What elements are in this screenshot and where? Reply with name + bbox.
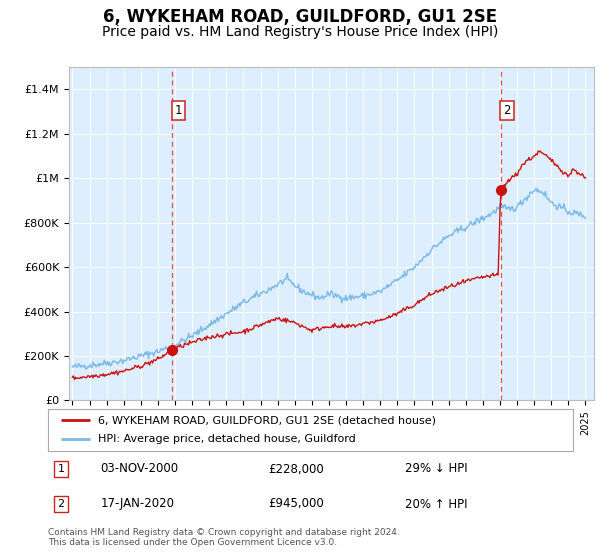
Text: 1: 1 bbox=[175, 104, 182, 117]
Text: 20% ↑ HPI: 20% ↑ HPI bbox=[405, 497, 467, 511]
Text: 6, WYKEHAM ROAD, GUILDFORD, GU1 2SE: 6, WYKEHAM ROAD, GUILDFORD, GU1 2SE bbox=[103, 8, 497, 26]
Text: HPI: Average price, detached house, Guildford: HPI: Average price, detached house, Guil… bbox=[98, 435, 356, 445]
Text: £945,000: £945,000 bbox=[269, 497, 324, 511]
Text: 17-JAN-2020: 17-JAN-2020 bbox=[101, 497, 175, 511]
Text: 2: 2 bbox=[58, 499, 65, 509]
Text: 2: 2 bbox=[503, 104, 511, 117]
Text: £228,000: £228,000 bbox=[269, 463, 324, 475]
Text: Contains HM Land Registry data © Crown copyright and database right 2024.
This d: Contains HM Land Registry data © Crown c… bbox=[48, 528, 400, 547]
Text: 03-NOV-2000: 03-NOV-2000 bbox=[101, 463, 179, 475]
Text: 1: 1 bbox=[58, 464, 65, 474]
Text: 29% ↓ HPI: 29% ↓ HPI bbox=[405, 463, 467, 475]
Text: Price paid vs. HM Land Registry's House Price Index (HPI): Price paid vs. HM Land Registry's House … bbox=[102, 25, 498, 39]
Text: 6, WYKEHAM ROAD, GUILDFORD, GU1 2SE (detached house): 6, WYKEHAM ROAD, GUILDFORD, GU1 2SE (det… bbox=[98, 415, 436, 425]
